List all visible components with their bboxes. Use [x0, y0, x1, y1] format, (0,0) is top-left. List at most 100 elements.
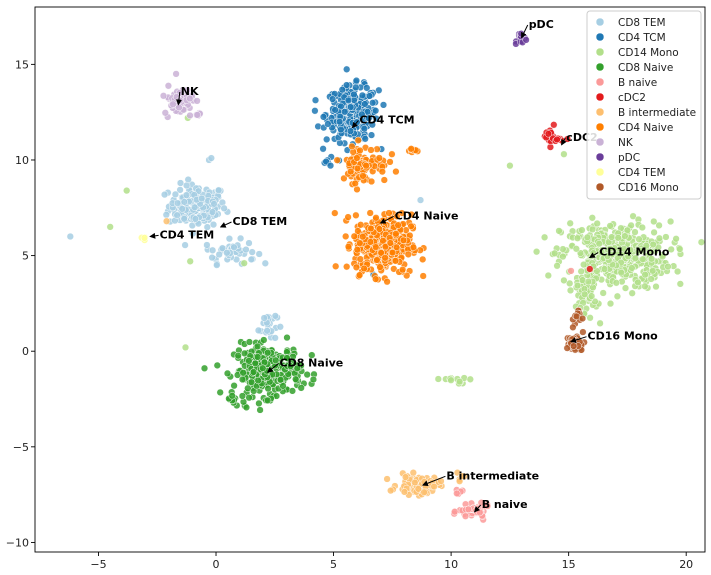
- point-cd8-tem: [248, 248, 256, 256]
- point-cd14-mono: [587, 292, 596, 300]
- point-cd16-mono: [563, 344, 571, 352]
- point-cd8-tem: [230, 243, 238, 251]
- point-cd16-mono: [578, 314, 587, 323]
- annotation-arrow-cd4-tem: [149, 232, 159, 239]
- point-cd4-naive: [367, 146, 375, 154]
- point-cd4-naive: [366, 209, 374, 217]
- point-cd8-naive: [255, 399, 263, 408]
- point-cd14-mono: [596, 319, 604, 327]
- legend-box: [586, 10, 702, 200]
- point-cd14-mono: [613, 292, 622, 300]
- point-cd4-tcm: [311, 107, 319, 115]
- point-cd4-naive: [394, 221, 402, 229]
- point-cd8-naive: [259, 364, 267, 372]
- point-cd4-tcm: [323, 135, 331, 144]
- point-cd14-mono: [606, 299, 615, 308]
- point-cd14-mono: [650, 217, 658, 226]
- point-cd4-naive: [354, 136, 362, 144]
- point-cd14-mono: [586, 314, 594, 322]
- point-cd8-tem: [218, 244, 227, 252]
- point-cd8-naive: [254, 353, 262, 361]
- point-cdc2: [544, 130, 553, 138]
- legend-marker-nk: [595, 137, 605, 147]
- annotation-label-b-naive: B naive: [482, 498, 528, 511]
- point-cd8-tem: [210, 200, 218, 208]
- point-cd4-naive: [340, 174, 348, 183]
- legend-marker-cd8-naive: [595, 62, 605, 72]
- point-b-intermediate: [387, 486, 395, 495]
- point-cd4-naive: [386, 158, 394, 166]
- point-cd8-tem: [215, 250, 223, 259]
- point-cd4-tcm: [343, 65, 351, 73]
- point-cd4-naive: [351, 179, 359, 188]
- point-cd4-naive: [392, 167, 400, 176]
- point-cd4-naive: [350, 232, 358, 240]
- point-cd4-naive: [356, 146, 364, 155]
- point-cd14-mono: [434, 375, 442, 383]
- annotation-label-b-intermediate: B intermediate: [446, 469, 539, 482]
- point-cd4-tcm: [347, 103, 355, 111]
- point-cd14-mono: [455, 377, 464, 386]
- legend-marker-b-intermediate: [595, 107, 605, 117]
- point-cd14-mono: [617, 269, 625, 277]
- point-cd8-tem: [261, 259, 269, 267]
- point-cd8-tem: [182, 181, 191, 190]
- point-cd14-mono: [627, 221, 635, 230]
- legend-marker-cd4-tem: [595, 167, 605, 177]
- axes-frame: [34, 6, 706, 553]
- annotation-arrow-cd14-mono: [588, 252, 599, 259]
- point-cd8-tem: [171, 190, 180, 199]
- point-cd14-mono: [667, 245, 675, 254]
- legend-marker-cd16-mono: [595, 182, 605, 192]
- annotation-label-cd8-naive: CD8 Naive: [280, 357, 344, 370]
- point-b-intermediate: [420, 488, 428, 496]
- annotation-arrow-cd4-tcm: [351, 120, 359, 129]
- point-cd14-mono: [638, 223, 646, 232]
- point-cd8-tem: [180, 198, 188, 206]
- point-cd14-mono: [676, 280, 684, 288]
- point-nk: [169, 100, 177, 108]
- point-cd8-tem: [180, 215, 188, 223]
- point-cd4-tcm: [369, 99, 377, 107]
- point-cd4-naive: [375, 154, 383, 162]
- point-cd14-mono: [555, 227, 563, 235]
- point-cd14-mono: [652, 282, 660, 291]
- point-cd8-naive: [264, 349, 272, 357]
- point-cd4-naive: [353, 246, 361, 254]
- point-cd14-mono: [628, 289, 636, 297]
- point-cd14-mono: [577, 267, 585, 276]
- point-b-naive: [461, 512, 470, 520]
- point-cd4-naive: [366, 238, 375, 246]
- point-cd4-tcm: [365, 114, 373, 122]
- legend-label-cd4-naive: CD4 Naive: [618, 122, 673, 134]
- x-tick-label: −5: [90, 558, 106, 571]
- point-cd4-naive: [399, 236, 408, 244]
- point-cd8-tem: [189, 229, 197, 238]
- point-cd8-naive: [303, 370, 311, 379]
- legend-label-nk: NK: [618, 137, 634, 149]
- point-cd4-naive: [392, 243, 401, 251]
- point-cd4-naive: [342, 232, 350, 241]
- point-pdc: [522, 36, 530, 44]
- point-cd4-naive: [360, 264, 368, 273]
- legend-label-cd4-tem: CD4 TEM: [618, 167, 666, 179]
- point-cd4-naive: [362, 162, 370, 170]
- point-cd4-naive: [385, 209, 393, 217]
- point-cd4-naive: [388, 150, 396, 158]
- point-b-intermediate: [411, 478, 419, 487]
- point-cd8-tem: [254, 326, 263, 335]
- point-cd8-tem: [191, 215, 200, 223]
- point-cd14-mono: [559, 245, 567, 253]
- point-cd8-tem: [225, 235, 234, 243]
- annotation-label-pdc: pDC: [529, 18, 554, 31]
- point-cd4-naive: [352, 263, 361, 271]
- point-cd8-tem: [203, 223, 211, 231]
- annotation-arrow-b-naive: [473, 504, 482, 513]
- point-cd8-naive: [238, 375, 247, 384]
- point-cd8-tem: [191, 203, 199, 211]
- point-cd14-mono: [641, 271, 649, 279]
- point-cd8-naive: [263, 396, 272, 405]
- point-cd4-naive: [352, 211, 360, 219]
- point-cd4-tcm: [346, 127, 355, 135]
